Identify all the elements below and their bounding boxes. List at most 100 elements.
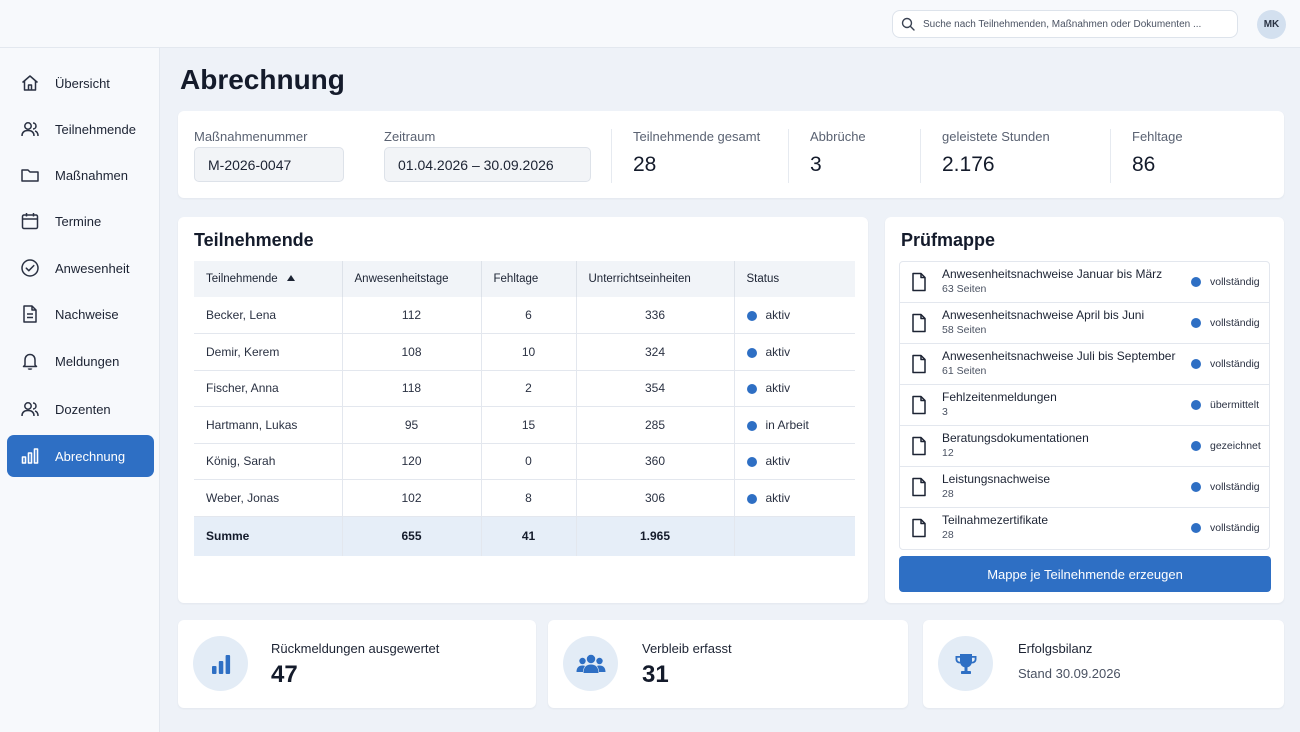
info-card: Maßnahmenummer M-2026-0047 Zeitraum 01.0… xyxy=(178,111,1284,198)
zeitraum-label: Zeitraum xyxy=(384,129,436,144)
zeitraum-field[interactable]: 01.04.2026 – 30.09.2026 xyxy=(384,147,591,182)
status-label: aktiv xyxy=(765,490,791,505)
stunden-value: 2.176 xyxy=(942,153,995,176)
trophy-icon xyxy=(938,636,993,691)
status-label: vollständig xyxy=(1210,522,1260,534)
sidebar-item-label: Anwesenheit xyxy=(55,260,130,276)
list-item[interactable]: Beratungsdokumentationen 12 gezeichnet xyxy=(900,426,1269,467)
sidebar-item-label: Termine xyxy=(55,213,102,229)
status-label: aktiv xyxy=(765,454,791,469)
list-item-title: Anwesenheitsnachweise Juli bis September xyxy=(942,349,1176,363)
table-row[interactable]: Becker, Lena 112 6 336 aktiv xyxy=(194,297,855,334)
table-sum-row: Summe 655 41 1.965 xyxy=(194,516,855,556)
document-icon xyxy=(912,395,926,415)
sum-label: Summe xyxy=(194,516,343,556)
column-header-anwesenheitstage[interactable]: Anwesenheitstage xyxy=(342,261,482,297)
status-label: aktiv xyxy=(765,308,791,322)
sidebar-item-label: Übersicht xyxy=(55,75,110,91)
sum-anwesenheitstage: 655 xyxy=(342,516,482,556)
table-row[interactable]: Weber, Jonas 102 8 306 aktiv xyxy=(194,479,855,517)
teilnehmende-title: Teilnehmende xyxy=(194,230,314,250)
list-item[interactable]: Anwesenheitsnachweise April bis Juni 58 … xyxy=(900,303,1269,344)
cell-unterrichtseinheiten: 336 xyxy=(576,297,735,334)
list-item[interactable]: Leistungsnachweise 28 vollständig xyxy=(900,467,1269,508)
list-item-title: Beratungsdokumentationen xyxy=(942,431,1089,445)
cell-name: Hartmann, Lukas xyxy=(194,406,343,444)
sort-ascending-icon[interactable] xyxy=(286,275,295,281)
bar-chart-icon xyxy=(20,446,40,466)
cell-status: aktiv xyxy=(734,370,855,407)
cell-fehltage: 8 xyxy=(481,479,577,517)
table-header-row: Teilnehmende Anwesenheitstage Fehltage U… xyxy=(194,261,855,297)
status-dot-icon xyxy=(746,347,757,358)
column-header-fehltage[interactable]: Fehltage xyxy=(481,261,577,297)
stat-card-verbleib[interactable]: Verbleib erfasst 31 xyxy=(548,620,908,708)
status-badge: vollständig xyxy=(1191,276,1260,288)
list-item-title: Anwesenheitsnachweise April bis Juni xyxy=(942,308,1145,322)
status-label: vollständig xyxy=(1210,481,1260,493)
stat-card-rueckmeldungen[interactable]: Rückmeldungen ausgewertet 47 xyxy=(178,620,536,708)
cell-name: Becker, Lena xyxy=(194,297,343,334)
abbrueche-label: Abbrüche xyxy=(810,129,866,144)
sidebar-item-label: Meldungen xyxy=(55,353,120,369)
document-icon xyxy=(20,304,40,324)
search-input[interactable] xyxy=(923,18,1223,30)
column-header-teilnehmende[interactable]: Teilnehmende xyxy=(194,261,343,297)
sidebar-item-anwesenheit[interactable]: Anwesenheit xyxy=(7,247,154,289)
table-row[interactable]: Hartmann, Lukas 95 15 285 in Arbeit xyxy=(194,406,855,444)
status-dot-icon xyxy=(746,493,757,504)
sidebar-item-meldungen[interactable]: Meldungen xyxy=(7,340,154,382)
cell-status: aktiv xyxy=(734,297,855,334)
sidebar-item-label: Teilnehmende xyxy=(55,121,136,137)
sidebar-item-dozenten[interactable]: Dozenten xyxy=(7,388,154,430)
status-label: vollständig xyxy=(1210,317,1260,329)
generate-folder-button[interactable]: Mappe je Teilnehmende erzeugen xyxy=(899,556,1271,592)
users-icon xyxy=(20,119,40,139)
stat-card-erfolgsbilanz[interactable]: Erfolgsbilanz Stand 30.09.2026 xyxy=(923,620,1284,708)
table-row[interactable]: Demir, Kerem 108 10 324 aktiv xyxy=(194,333,855,371)
status-badge: vollständig xyxy=(1191,522,1260,534)
list-item[interactable]: Anwesenheitsnachweise Januar bis März 63… xyxy=(900,262,1269,303)
list-item-subtitle: 3 xyxy=(942,406,948,418)
column-header-unterrichtseinheiten[interactable]: Unterrichtseinheiten xyxy=(576,261,735,297)
list-item[interactable]: Teilnahmezertifikate 28 vollständig xyxy=(900,508,1269,549)
cell-status: in Arbeit xyxy=(734,406,855,444)
users-icon xyxy=(20,399,40,419)
cell-anwesenheitstage: 108 xyxy=(342,333,482,371)
table-row[interactable]: König, Sarah 120 0 360 aktiv xyxy=(194,443,855,480)
status-label: in Arbeit xyxy=(765,417,809,432)
table-row[interactable]: Fischer, Anna 118 2 354 aktiv xyxy=(194,370,855,407)
status-label: vollständig xyxy=(1210,358,1260,370)
sidebar-item-abrechnung[interactable]: Abrechnung xyxy=(7,435,154,477)
sidebar-item-uebersicht[interactable]: Übersicht xyxy=(7,62,154,104)
list-item[interactable]: Anwesenheitsnachweise Juli bis September… xyxy=(900,344,1269,385)
cell-anwesenheitstage: 95 xyxy=(342,406,482,444)
status-dot-icon xyxy=(746,420,757,431)
status-dot-icon xyxy=(1191,318,1201,328)
list-item-title: Teilnahmezertifikate xyxy=(942,513,1049,527)
sidebar-item-teilnehmende[interactable]: Teilnehmende xyxy=(7,108,154,150)
search-box[interactable] xyxy=(892,10,1238,38)
column-header-status[interactable]: Status xyxy=(734,261,855,297)
list-item-subtitle: 58 Seiten xyxy=(942,324,987,336)
avatar[interactable]: MK xyxy=(1257,10,1286,39)
document-icon xyxy=(912,313,926,333)
list-item[interactable]: Fehlzeitenmeldungen 3 übermittelt xyxy=(900,385,1269,426)
stat-label: Erfolgsbilanz xyxy=(1018,641,1093,656)
top-bar: MK xyxy=(0,0,1300,48)
status-dot-icon xyxy=(1191,523,1201,533)
list-item-title: Fehlzeitenmeldungen xyxy=(942,390,1057,404)
massnahme-field[interactable]: M-2026-0047 xyxy=(194,147,344,182)
sum-fehltage: 41 xyxy=(481,516,577,556)
page-title: Abrechnung xyxy=(180,64,345,95)
sidebar-item-nachweise[interactable]: Nachweise xyxy=(7,293,154,335)
teilnehmende-gesamt-label: Teilnehmende gesamt xyxy=(633,129,761,144)
cell-unterrichtseinheiten: 324 xyxy=(576,333,735,371)
cell-fehltage: 2 xyxy=(481,370,577,407)
sidebar-item-termine[interactable]: Termine xyxy=(7,200,154,242)
cell-status: aktiv xyxy=(734,479,855,517)
document-icon xyxy=(912,272,926,292)
cell-name: Fischer, Anna xyxy=(194,370,343,407)
list-item-title: Anwesenheitsnachweise Januar bis März xyxy=(942,267,1163,281)
sidebar-item-massnahmen[interactable]: Maßnahmen xyxy=(7,154,154,196)
